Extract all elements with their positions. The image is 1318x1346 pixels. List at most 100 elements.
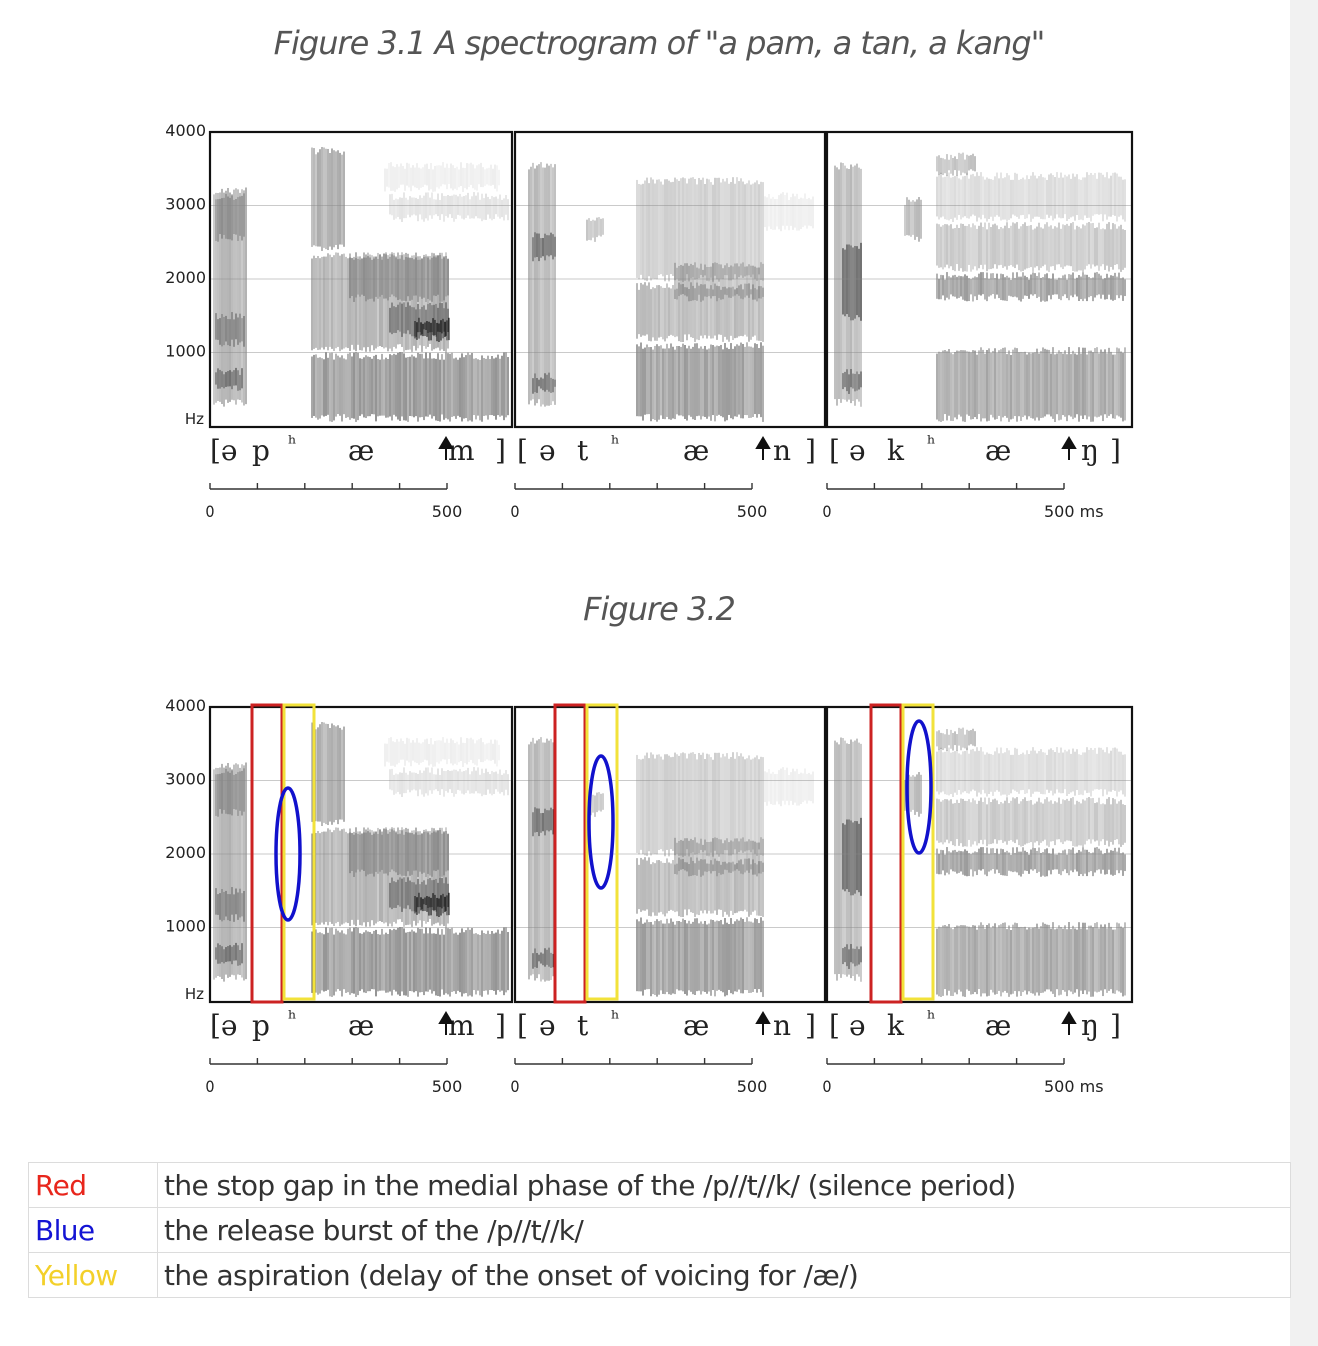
fig1-phonetic-symbol: ]	[1110, 434, 1121, 467]
fig2-stop-gap-red-box	[553, 703, 587, 1004]
fig1-phonetic-symbol: ŋ	[1081, 434, 1099, 467]
fig1-panel-background	[515, 132, 825, 427]
fig1-panel-frame	[825, 130, 1134, 429]
fig1-arrow-icon	[438, 436, 454, 460]
fig1-panel-1: [ə p ʰ æ m] 0 500	[205, 130, 514, 521]
fig2-x-tick-label: 500 ms	[1044, 1077, 1104, 1096]
fig2-release-burst-blue-ellipse	[905, 719, 933, 855]
fig1-x-tick-label: 0	[205, 502, 214, 521]
fig2-transcription: [ə p ʰ æ m]	[210, 1006, 506, 1042]
fig1-panel-2: [ə t ʰ æ n] 0 500	[510, 130, 827, 521]
fig2-phonetic-symbol: ]	[1110, 1009, 1121, 1042]
fig2-panel-2: [ə t ʰ æ n] 0 500	[510, 703, 827, 1096]
fig2-stop-gap-red-box	[869, 703, 903, 1004]
page-scrollbar-gutter	[1290, 0, 1318, 1346]
fig1-y-tick-label: 1000	[165, 342, 206, 361]
figure-3-2-annotated-spectrogram: 4000 3000 2000 1000 Hz [ə p ʰ æ m] 0 500[ə t ʰ æ n] 0 500…	[150, 665, 1170, 1115]
fig2-phonetic-symbol: p	[252, 1009, 270, 1042]
fig2-stop-gap-red-box	[250, 703, 284, 1004]
legend-description-red: the stop gap in the medial phase of the …	[157, 1162, 1291, 1208]
fig1-phonetic-symbol: [	[829, 434, 840, 467]
fig2-arrow-icon	[438, 1011, 454, 1035]
fig2-phonetic-symbol: ʰ	[927, 1006, 936, 1030]
fig1-panel-frame	[208, 130, 514, 429]
fig1-x-tick-label: 0	[510, 502, 519, 521]
legend-key-yellow: Yellow	[28, 1252, 158, 1298]
fig1-time-axis: 0 500	[205, 483, 462, 521]
fig2-aspiration-yellow-box	[282, 703, 316, 1001]
fig2-panel-frame	[513, 705, 827, 1004]
fig1-transcription: [ə t ʰ æ n]	[517, 431, 816, 467]
fig2-time-axis: 0 500 ms	[822, 1058, 1104, 1096]
fig2-phonetic-symbol: m	[448, 1009, 475, 1042]
fig1-panel-frame	[513, 130, 827, 429]
fig1-x-tick-label: 0	[822, 502, 831, 521]
fig1-phonetic-symbol: ə	[849, 434, 866, 467]
fig2-x-tick-label: 0	[822, 1077, 831, 1096]
fig1-y-tick-label: 2000	[165, 268, 206, 287]
fig1-phonetic-symbol: n	[773, 434, 791, 467]
fig2-aspiration-yellow-box	[585, 703, 619, 1001]
fig2-arrow-icon	[755, 1011, 771, 1035]
fig1-spectral-energy	[528, 162, 814, 422]
fig2-phonetic-symbol: [	[829, 1009, 840, 1042]
fig2-panel-3: [ ə k ʰ æ ŋ] 0 500 ms	[822, 703, 1134, 1096]
fig1-phonetic-symbol: ]	[805, 434, 816, 467]
fig2-x-tick-label: 0	[205, 1077, 214, 1096]
fig2-x-tick-label: 0	[510, 1077, 519, 1096]
fig1-phonetic-symbol: æ	[348, 434, 374, 467]
fig1-phonetic-symbol: æ	[683, 434, 709, 467]
fig1-phonetic-symbol: p	[252, 434, 270, 467]
fig2-y-tick-label: 3000	[165, 770, 206, 789]
fig1-y-unit-label: Hz	[185, 410, 204, 428]
fig2-spectral-energy	[834, 727, 1126, 997]
fig1-time-axis: 0 500	[510, 483, 767, 521]
fig2-panel-frame	[825, 705, 1134, 1004]
fig1-arrow-icon	[755, 436, 771, 460]
fig2-phonetic-symbol: ʰ	[288, 1006, 297, 1030]
legend-description-blue: the release burst of the /p//t//k/	[157, 1207, 1291, 1253]
fig2-transcription: [ə t ʰ æ n]	[517, 1006, 816, 1042]
legend-key-red: Red	[28, 1162, 158, 1208]
legend-description-yellow: the aspiration (delay of the onset of vo…	[157, 1252, 1291, 1298]
fig1-phonetic-symbol: [ə	[210, 434, 238, 467]
fig2-phonetic-symbol: [ə	[210, 1009, 238, 1042]
fig2-panel-1: [ə p ʰ æ m] 0 500	[205, 703, 514, 1096]
fig2-phonetic-symbol: æ	[683, 1009, 709, 1042]
fig2-arrow-icon	[1061, 1011, 1077, 1035]
fig1-panel-3: [ə k ʰ æ ŋ] 0 500 ms	[822, 130, 1134, 521]
fig2-phonetic-symbol: ə	[849, 1009, 866, 1042]
fig2-phonetic-symbol: ŋ	[1081, 1009, 1099, 1042]
fig1-phonetic-symbol: m	[448, 434, 475, 467]
fig1-y-tick-label: 4000	[165, 121, 206, 140]
fig1-transcription: [ə p ʰ æ m]	[210, 431, 506, 467]
fig1-time-axis: 0 500 ms	[822, 483, 1104, 521]
fig1-x-tick-label: 500	[737, 502, 768, 521]
fig1-spectral-energy	[213, 147, 509, 422]
fig2-time-axis: 0 500	[510, 1058, 767, 1096]
legend-key-blue: Blue	[28, 1207, 158, 1253]
fig2-phonetic-symbol: n	[773, 1009, 791, 1042]
legend-row-red: Red the stop gap in the medial phase of …	[28, 1162, 1291, 1208]
fig1-phonetic-symbol: ]	[495, 434, 506, 467]
fig2-phonetic-symbol: æ	[985, 1009, 1011, 1042]
fig2-time-axis: 0 500	[205, 1058, 462, 1096]
fig1-x-tick-label: 500 ms	[1044, 502, 1104, 521]
fig2-phonetic-symbol: ʰ	[611, 1006, 620, 1030]
color-legend-table: Red the stop gap in the medial phase of …	[28, 1162, 1291, 1298]
fig2-panel-frame	[208, 705, 514, 1004]
fig1-y-tick-label: 3000	[165, 195, 206, 214]
fig1-phonetic-symbol: ʰ	[927, 431, 936, 455]
fig2-x-tick-label: 500	[432, 1077, 463, 1096]
fig2-phonetic-symbol: ]	[495, 1009, 506, 1042]
fig1-phonetic-symbol: k	[887, 434, 905, 467]
fig1-arrow-icon	[1061, 436, 1077, 460]
figure-3-1-caption: Figure 3.1 A spectrogram of "a pam, a ta…	[273, 24, 1046, 62]
fig2-phonetic-symbol: ə	[539, 1009, 556, 1042]
fig2-phonetic-symbol: k	[887, 1009, 905, 1042]
fig2-release-burst-blue-ellipse	[274, 786, 302, 922]
fig2-release-burst-blue-ellipse	[587, 754, 615, 890]
fig2-phonetic-symbol: ]	[805, 1009, 816, 1042]
fig1-phonetic-symbol: t	[577, 434, 589, 467]
fig1-phonetic-symbol: ə	[539, 434, 556, 467]
